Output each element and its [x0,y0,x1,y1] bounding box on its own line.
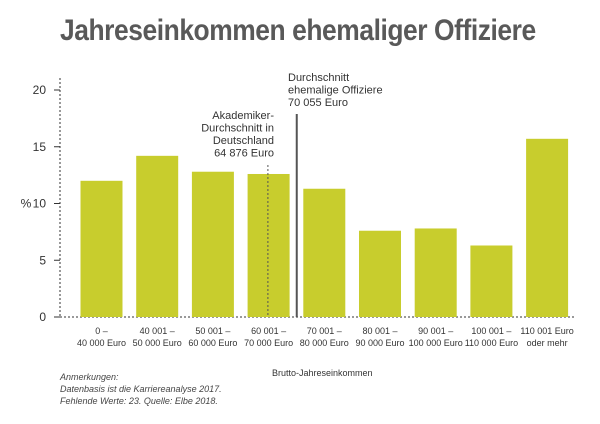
bar [136,155,179,317]
x-tick-label: 40 001 – 50 000 Euro [133,326,182,348]
x-tick-label-line: 80 001 – [362,326,397,336]
x-tick-label-line: 80 000 Euro [300,338,349,348]
x-tick-label: 110 001 Euro oder mehr [520,326,573,348]
x-tick-label-line: 70 001 – [307,326,342,336]
bar [191,171,234,317]
y-tick-label: 10 [33,197,47,211]
notes-line-1: Datenbasis ist die Karriereanalyse 2017. [60,384,222,394]
akademiker-average-label-line: Akademiker- [212,110,274,122]
x-tick-label: 50 001 – 60 000 Euro [188,326,237,348]
x-tick-label: 0 – 40 000 Euro [77,326,126,348]
bar [247,173,290,317]
x-tick-label-line: 50 000 Euro [133,338,182,348]
bar [470,245,513,317]
offiziere-average-label-line: 70 055 Euro [288,97,348,109]
notes-heading: Anmerkungen: [60,372,119,382]
x-tick-label-line: 100 001 – [471,326,511,336]
bar [80,180,123,317]
notes-line-2: Fehlende Werte: 23. Quelle: Elbe 2018. [60,396,218,406]
akademiker-average-label-line: Deutschland [213,135,274,147]
x-tick-label: 90 001 – 100 000 Euro [409,326,463,348]
x-tick-label-line: 100 000 Euro [409,338,463,348]
y-axis-label: % [21,197,32,211]
x-tick-label-line: oder mehr [527,338,568,348]
offiziere-average-label-line: Durchschnitt [288,72,349,84]
x-tick-label-line: 0 – [95,326,108,336]
offiziere-average-label-line: ehemalige Offiziere [288,85,383,97]
x-tick-label-line: 60 001 – [251,326,286,336]
x-tick-label: 80 001 – 90 000 Euro [355,326,404,348]
x-tick-label-line: 40 001 – [140,326,175,336]
y-tick-label: 15 [33,140,47,154]
y-tick-label: 0 [39,310,46,324]
x-tick-label: 100 001 – 110 000 Euro [465,326,518,348]
bar [526,138,569,317]
x-tick-label-line: 110 000 Euro [465,338,518,348]
bar [303,188,346,317]
x-tick-label-line: 110 001 Euro [520,326,573,336]
x-tick-label: 70 001 – 80 000 Euro [300,326,349,348]
chart-title: Jahreseinkommen ehemaliger Offiziere [60,14,536,47]
y-tick-label: 20 [33,83,47,97]
akademiker-average-label-line: 64 876 Euro [214,148,274,160]
offiziere-average-label: Durchschnitt ehemalige Offiziere 70 055 Eu… [288,72,383,109]
x-tick-label-line: 60 000 Euro [188,338,237,348]
akademiker-average-label-line: Durchschnitt in [201,123,274,135]
x-tick-label-line: 90 000 Euro [355,338,404,348]
bar [414,228,457,317]
x-axis-label: Brutto-Jahreseinkommen [272,368,373,378]
x-tick-label-line: 70 000 Euro [244,338,293,348]
akademiker-average-label: Akademiker-Durchschnitt in Deutschland 64 … [201,110,274,160]
x-tick-label-line: 50 001 – [195,326,230,336]
x-tick-label-line: 90 001 – [418,326,453,336]
x-tick-label-line: 40 000 Euro [77,338,126,348]
y-tick-label: 5 [39,253,46,267]
x-tick-label: 60 001 – 70 000 Euro [244,326,293,348]
notes: Anmerkungen: Datenbasis ist die Karriere… [60,371,222,407]
bar [359,230,401,317]
